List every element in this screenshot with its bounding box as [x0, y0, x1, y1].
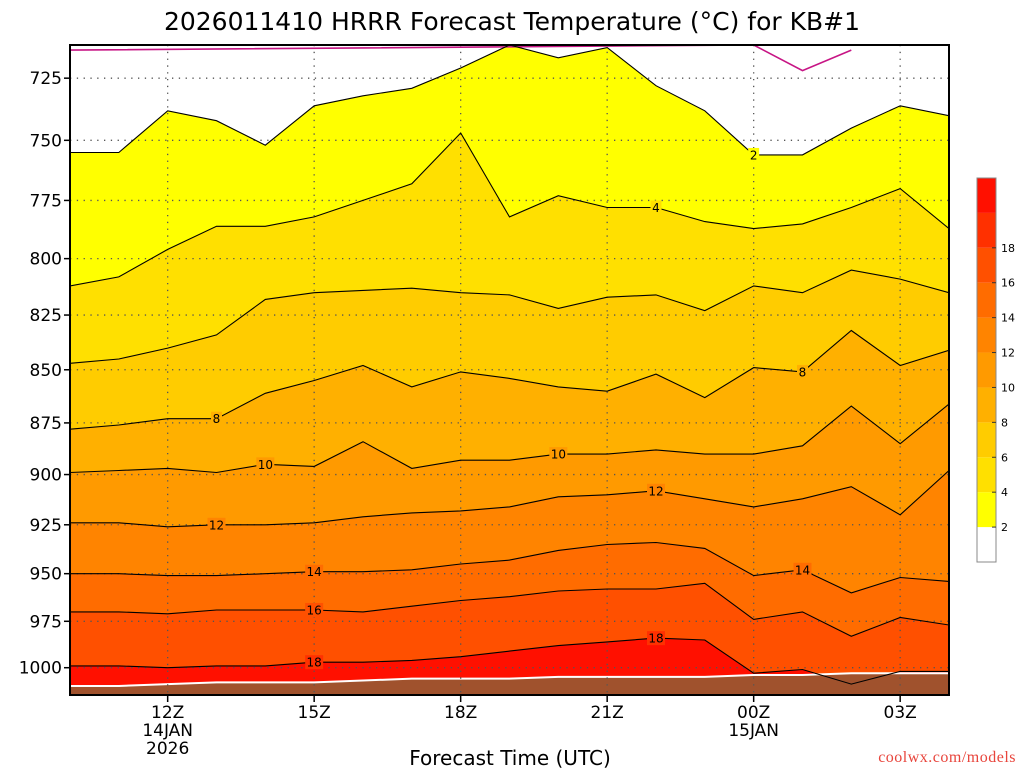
- colorbar: 2 4 6 8 10 12 14 16 18: [976, 177, 1015, 563]
- colorbar-swatch: [977, 178, 996, 213]
- contour-label-bg: [305, 655, 324, 670]
- contour-fill: [70, 45, 949, 695]
- contour-label: 8: [799, 365, 807, 379]
- colorbar-label: 18: [1001, 242, 1015, 255]
- contour-line-0: [70, 45, 852, 72]
- x-tick-label: 18Z: [444, 703, 477, 723]
- colorbar-swatch: [977, 317, 996, 353]
- contour-label-bg: [797, 364, 808, 379]
- contour-label: 4: [652, 201, 660, 215]
- contour-line-16: [70, 582, 949, 637]
- colorbar-frame: [976, 177, 997, 563]
- chart-title: 2026011410 HRRR Forecast Temperature (°C…: [164, 7, 860, 36]
- contour-label: 8: [213, 412, 221, 426]
- y-tick-label: 725: [30, 69, 62, 89]
- colorbar-label: 4: [1001, 486, 1008, 499]
- contour-label-bg: [650, 200, 662, 215]
- y-tick-label: 750: [30, 131, 62, 151]
- colorbar-label: 10: [1001, 381, 1015, 394]
- contour-label-bg: [549, 447, 568, 462]
- contour-label-bg: [647, 631, 665, 646]
- contour-label-bg: [793, 562, 812, 577]
- contour-label: 18: [648, 632, 663, 646]
- colorbar-swatch: [977, 457, 996, 493]
- y-tick-label: 950: [30, 565, 62, 585]
- y-axis: 725 750 775 800 825 850 875 900 925 950 975 1000: [19, 69, 70, 679]
- y-tick-label: 900: [30, 466, 62, 486]
- contour-label-bg: [647, 483, 665, 498]
- colorbar-label: 12: [1001, 347, 1015, 360]
- contour-label: 12: [648, 484, 663, 498]
- y-tick-label: 975: [30, 612, 62, 632]
- y-tick-label: 925: [30, 516, 62, 536]
- x-tick-label: 21Z: [591, 703, 624, 723]
- y-tick-label: 1000: [19, 659, 62, 679]
- contour-line-2: [70, 45, 949, 156]
- colorbar-swatch: [977, 527, 996, 562]
- colorbar-label: 8: [1001, 416, 1008, 429]
- colorbar-swatch: [977, 422, 996, 458]
- colorbar-label: 14: [1001, 312, 1015, 325]
- contour-label: 10: [551, 448, 566, 462]
- colorbar-swatch: [977, 492, 996, 528]
- x-tick-label: 15JAN: [728, 721, 779, 741]
- y-tick-label: 775: [30, 191, 62, 211]
- colorbar-swatch: [977, 247, 996, 283]
- contour-label: 2: [750, 148, 758, 162]
- y-tick-label: 825: [30, 306, 62, 326]
- contour-label-bg: [207, 517, 226, 532]
- contour-label-bg: [211, 411, 222, 426]
- ground-edge: [70, 672, 949, 687]
- contour-label-bg: [305, 564, 324, 579]
- colorbar-swatch: [977, 387, 996, 423]
- contour-line-4: [70, 132, 949, 287]
- x-tick-label: 15Z: [298, 703, 331, 723]
- colorbar-label: 2: [1001, 521, 1008, 534]
- contour-line-18: [70, 637, 949, 685]
- x-tick-label: 2026: [146, 739, 189, 759]
- colorbar-swatch: [977, 352, 996, 388]
- x-tick-label: 14JAN: [142, 721, 193, 741]
- colorbar-label: 6: [1001, 451, 1008, 464]
- contour-labels: 2 4 8 8 10 10 12 12 14 14 16 18 18: [207, 147, 812, 670]
- contour-label-bg: [256, 457, 275, 472]
- colorbar-swatch: [977, 282, 996, 318]
- colorbar-swatch: [977, 212, 996, 248]
- contour-label-bg: [748, 147, 760, 162]
- x-axis-label: Forecast Time (UTC): [409, 746, 611, 768]
- contour-label: 12: [209, 518, 224, 532]
- contour-label: 14: [795, 563, 810, 577]
- contour-label-bg: [305, 602, 324, 617]
- y-tick-label: 850: [30, 361, 62, 381]
- ground-fill: [70, 673, 949, 695]
- contour-label: 10: [258, 458, 273, 472]
- x-tick-label: 03Z: [884, 703, 917, 723]
- contour-line-6: [70, 269, 949, 364]
- x-tick-label: 00Z: [737, 703, 770, 723]
- contour-label: 14: [307, 565, 322, 579]
- y-tick-label: 875: [30, 414, 62, 434]
- credit-text: coolwx.com/models: [878, 749, 1016, 766]
- y-tick-label: 800: [30, 250, 62, 270]
- contour-label: 16: [307, 603, 322, 617]
- colorbar-label: 16: [1001, 277, 1015, 290]
- x-tick-label: 12Z: [151, 703, 184, 723]
- contour-label: 18: [307, 656, 322, 670]
- contour-line-10: [70, 403, 949, 474]
